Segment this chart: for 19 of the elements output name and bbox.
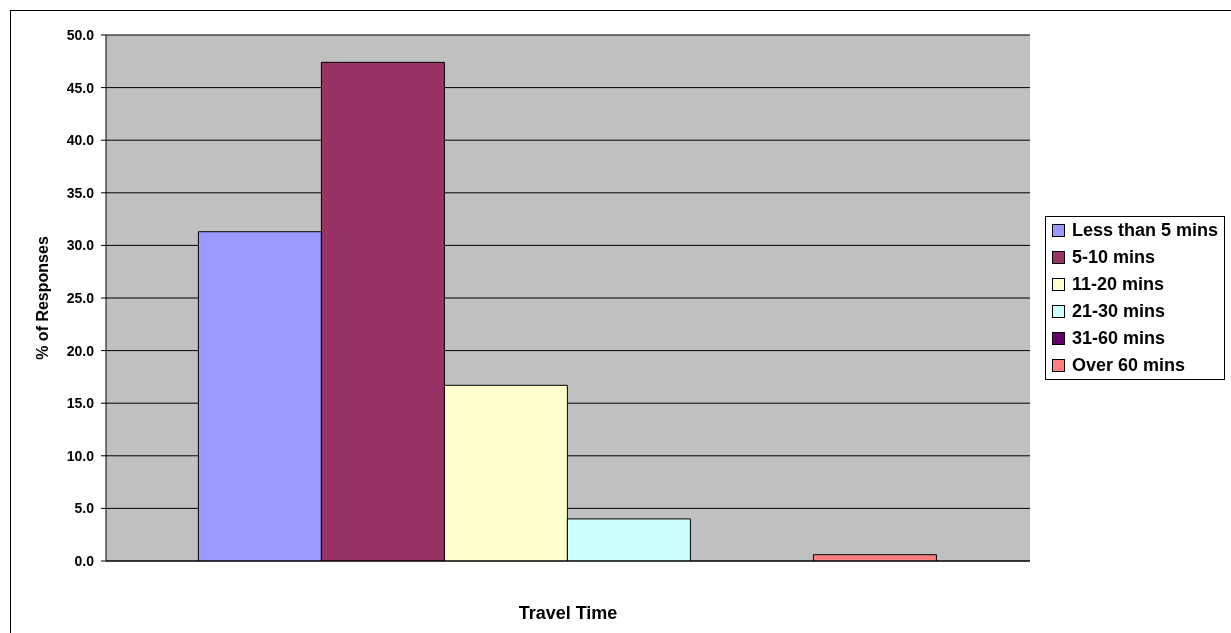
y-tick-label: 35.0 <box>66 184 95 201</box>
y-tick-label: 25.0 <box>66 289 95 306</box>
y-tick-label: 40.0 <box>66 132 95 149</box>
y-axis-title: % of Responses <box>33 236 51 360</box>
legend-label: 11-20 mins <box>1072 274 1165 295</box>
legend-label: 5-10 mins <box>1072 247 1156 268</box>
y-tick-label: 0.0 <box>74 552 95 569</box>
legend-label: 21-30 mins <box>1072 301 1166 322</box>
y-tick-label: 10.0 <box>66 447 95 464</box>
legend-label: 31-60 mins <box>1072 328 1166 349</box>
y-tick-label: 30.0 <box>66 237 95 254</box>
y-tick-label: 5.0 <box>74 500 95 517</box>
legend-label: Less than 5 mins <box>1072 220 1219 241</box>
y-tick-label: 45.0 <box>66 79 95 96</box>
y-tick-label: 50.0 <box>66 26 95 43</box>
y-tick-label: 15.0 <box>66 395 95 412</box>
y-tick-label: 20.0 <box>66 342 95 359</box>
x-axis-title: Travel Time <box>518 603 618 623</box>
legend-label: Over 60 mins <box>1072 355 1186 376</box>
